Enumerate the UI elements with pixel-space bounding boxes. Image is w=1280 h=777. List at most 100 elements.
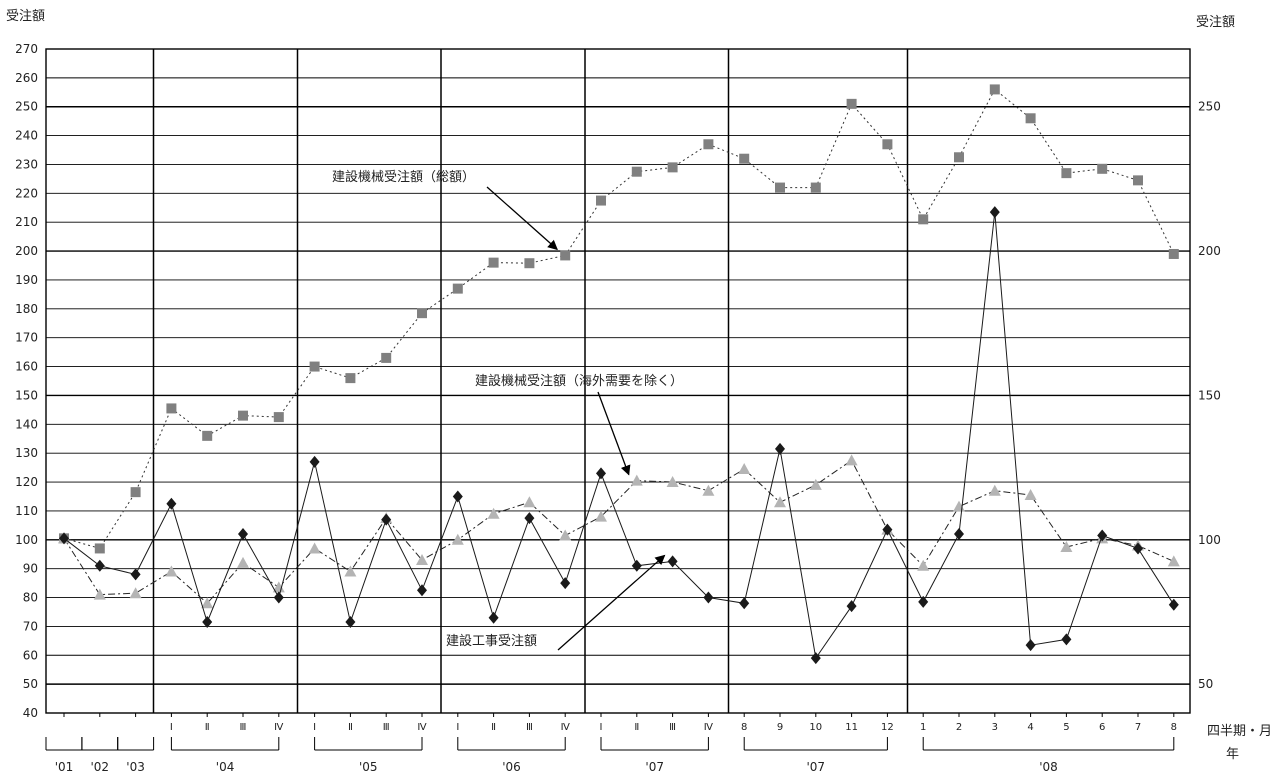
data-point: [703, 591, 714, 604]
data-point: [344, 565, 357, 577]
data-point: [452, 490, 463, 503]
data-point: [273, 412, 284, 423]
x-tick-label: 8: [1171, 722, 1177, 733]
y-tick-label-left: 180: [15, 302, 38, 316]
y-tick-label-right: 200: [1198, 244, 1221, 258]
x-tick-label: Ⅳ: [704, 722, 714, 733]
y-tick-label-left: 100: [15, 533, 38, 547]
data-point: [417, 584, 427, 597]
data-point: [129, 587, 142, 599]
year-label: '07: [645, 760, 664, 774]
annotation-label: 建設機械受注額（総額）: [332, 169, 475, 185]
data-point: [238, 528, 248, 541]
y-tick-label-left: 110: [15, 504, 38, 518]
y-tick-label-left: 150: [15, 388, 38, 402]
year-label: '04: [216, 760, 235, 774]
data-point: [451, 533, 464, 545]
plot-frame: [45, 48, 1191, 714]
y-axis-label-right: 受注額: [1196, 15, 1235, 30]
annotations: 建設機械受注額（総額） 建設機械受注額（海外需要を除く） 建設工事受注額: [332, 169, 683, 651]
data-point: [238, 410, 248, 421]
data-point: [1025, 639, 1036, 652]
y-axis-label-left: 受注額: [6, 9, 45, 24]
data-point: [165, 565, 178, 577]
y-tick-label-left: 80: [23, 591, 38, 605]
y-tick-label-left: 130: [15, 446, 38, 460]
data-point: [667, 555, 678, 568]
y-tick-label-left: 140: [15, 417, 38, 431]
data-point: [988, 484, 1001, 496]
data-point: [1168, 598, 1179, 611]
data-point: [1167, 555, 1180, 567]
x-tick-label: 9: [777, 722, 783, 733]
data-point: [524, 512, 535, 525]
x-tick-label: 3: [992, 722, 998, 733]
data-point: [845, 454, 858, 466]
y-tick-label-right: 150: [1198, 388, 1221, 402]
y-tick-label-left: 230: [15, 157, 38, 171]
data-point: [202, 616, 213, 629]
x-tick-label: Ⅱ: [491, 722, 496, 733]
year-label: '07: [807, 760, 826, 774]
x-tick-label: Ⅲ: [526, 722, 533, 733]
data-point: [809, 478, 822, 490]
x-tick-label: 12: [881, 722, 894, 733]
x-tick-label: Ⅰ: [313, 722, 316, 733]
year-label: '02: [91, 760, 110, 774]
axes: 4050607080901001101201301401501601701801…: [15, 42, 1221, 774]
series-line: [63, 88, 1175, 549]
data-point: [93, 588, 106, 600]
data-point: [918, 214, 929, 225]
annotation-arrow: [597, 391, 631, 476]
data-point: [989, 84, 1000, 95]
data-point: [166, 497, 177, 510]
x-tick-label: Ⅳ: [274, 722, 284, 733]
data-point: [596, 467, 606, 480]
data-point: [201, 597, 214, 609]
annotation-label: 建設工事受注額: [446, 633, 537, 649]
series-layer: [58, 84, 1180, 665]
data-point: [487, 507, 500, 519]
data-point: [1097, 163, 1108, 174]
series-0: [59, 84, 1179, 554]
y-tick-label-right: 100: [1198, 533, 1221, 547]
data-point: [775, 442, 785, 455]
data-point: [417, 308, 427, 319]
x-tick-label: 10: [809, 722, 822, 733]
y-tick-label-left: 270: [15, 42, 38, 56]
data-point: [595, 510, 607, 522]
x-tick-label: 2: [956, 722, 962, 733]
data-point: [416, 553, 428, 565]
data-point: [739, 597, 750, 610]
x-tick-label: Ⅰ: [170, 722, 173, 733]
y-tick-label-left: 90: [23, 562, 38, 576]
data-point: [882, 523, 893, 536]
year-label: '03: [126, 760, 145, 774]
x-tick-label: Ⅳ: [561, 722, 571, 733]
y-tick-label-left: 220: [15, 186, 38, 200]
series-line: [63, 212, 1175, 660]
data-point: [630, 474, 643, 486]
data-point: [882, 139, 893, 150]
data-point: [1061, 633, 1072, 646]
x-tick-label: 8: [741, 722, 747, 733]
data-point: [1168, 248, 1179, 259]
annotation-arrow: [557, 554, 666, 651]
data-point: [381, 352, 392, 363]
x-tick-label: Ⅰ: [600, 722, 603, 733]
y-tick-label-left: 70: [23, 619, 38, 633]
x-axis-label-period: 四半期・月: [1207, 724, 1272, 739]
y-tick-label-left: 200: [15, 244, 38, 258]
data-point: [309, 361, 320, 372]
y-tick-label-left: 250: [15, 100, 38, 114]
data-point: [774, 496, 786, 508]
axis-labels: 受注額 受注額 四半期・月 年: [6, 9, 1272, 762]
data-point: [345, 373, 356, 384]
y-tick-label-left: 210: [15, 215, 38, 229]
y-tick-label-left: 60: [23, 648, 38, 662]
data-point: [130, 487, 141, 498]
data-point: [954, 528, 964, 541]
data-point: [1024, 489, 1037, 501]
data-point: [560, 577, 571, 590]
